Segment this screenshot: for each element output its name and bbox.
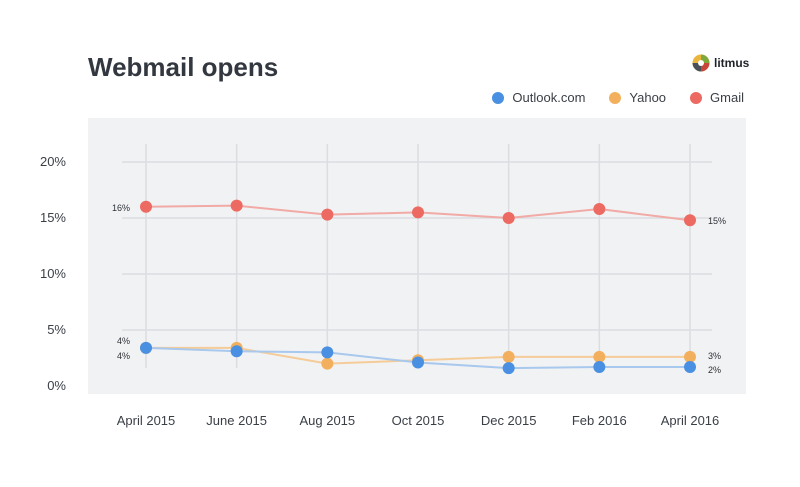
end-label-outlookcom: 2% xyxy=(708,365,721,375)
x-tick-label: Aug 2015 xyxy=(299,413,355,428)
x-tick-label: Feb 2016 xyxy=(572,413,627,428)
point-outlookcom xyxy=(593,360,606,373)
point-yahoo xyxy=(502,350,515,363)
point-gmail xyxy=(593,203,606,216)
legend-label-gmail: Gmail xyxy=(710,90,744,105)
legend-label-outlook: Outlook.com xyxy=(512,90,586,105)
point-outlookcom xyxy=(502,362,515,375)
y-tick-label: 10% xyxy=(40,266,66,281)
x-tick-label: Dec 2015 xyxy=(481,413,537,428)
y-tick-label: 20% xyxy=(40,154,66,169)
legend: Outlook.com Yahoo Gmail xyxy=(492,90,744,105)
chart-title: Webmail opens xyxy=(88,52,279,82)
point-gmail xyxy=(502,212,515,224)
x-tick-label: Oct 2015 xyxy=(392,413,445,428)
end-label-yahoo: 3% xyxy=(708,351,721,361)
point-outlookcom xyxy=(684,360,696,373)
legend-label-yahoo: Yahoo xyxy=(629,90,667,105)
y-tick-label: 0% xyxy=(47,378,66,393)
start-label-yahoo: 4% xyxy=(117,336,130,346)
x-tick-label: June 2015 xyxy=(206,413,267,428)
point-yahoo xyxy=(684,350,696,363)
point-gmail xyxy=(412,206,424,219)
point-gmail xyxy=(140,200,152,213)
point-outlookcom xyxy=(412,356,424,369)
start-label-outlookcom: 4% xyxy=(117,351,130,361)
legend-marker-gmail xyxy=(690,91,703,104)
legend-marker-outlook xyxy=(492,91,505,104)
x-tick-label: April 2015 xyxy=(117,413,176,428)
point-gmail xyxy=(321,208,334,221)
logo-text: litmus xyxy=(714,56,750,70)
legend-item-outlook: Outlook.com xyxy=(492,90,585,105)
legend-item-yahoo: Yahoo xyxy=(609,90,666,105)
y-tick-label: 5% xyxy=(47,322,66,337)
start-label-gmail: 16% xyxy=(112,203,130,213)
legend-marker-yahoo xyxy=(609,91,622,104)
point-outlookcom xyxy=(140,341,152,354)
litmus-logo-icon xyxy=(692,54,710,72)
point-yahoo xyxy=(593,350,606,363)
legend-item-gmail: Gmail xyxy=(690,90,744,105)
end-label-gmail: 15% xyxy=(708,216,726,226)
x-tick-label: April 2016 xyxy=(661,413,720,428)
point-gmail xyxy=(230,199,243,212)
point-yahoo xyxy=(321,357,334,370)
y-tick-label: 15% xyxy=(40,210,66,225)
litmus-logo: litmus xyxy=(692,54,749,72)
point-outlookcom xyxy=(321,346,334,359)
point-gmail xyxy=(684,214,696,227)
point-outlookcom xyxy=(230,345,243,358)
plot-area xyxy=(88,118,746,394)
